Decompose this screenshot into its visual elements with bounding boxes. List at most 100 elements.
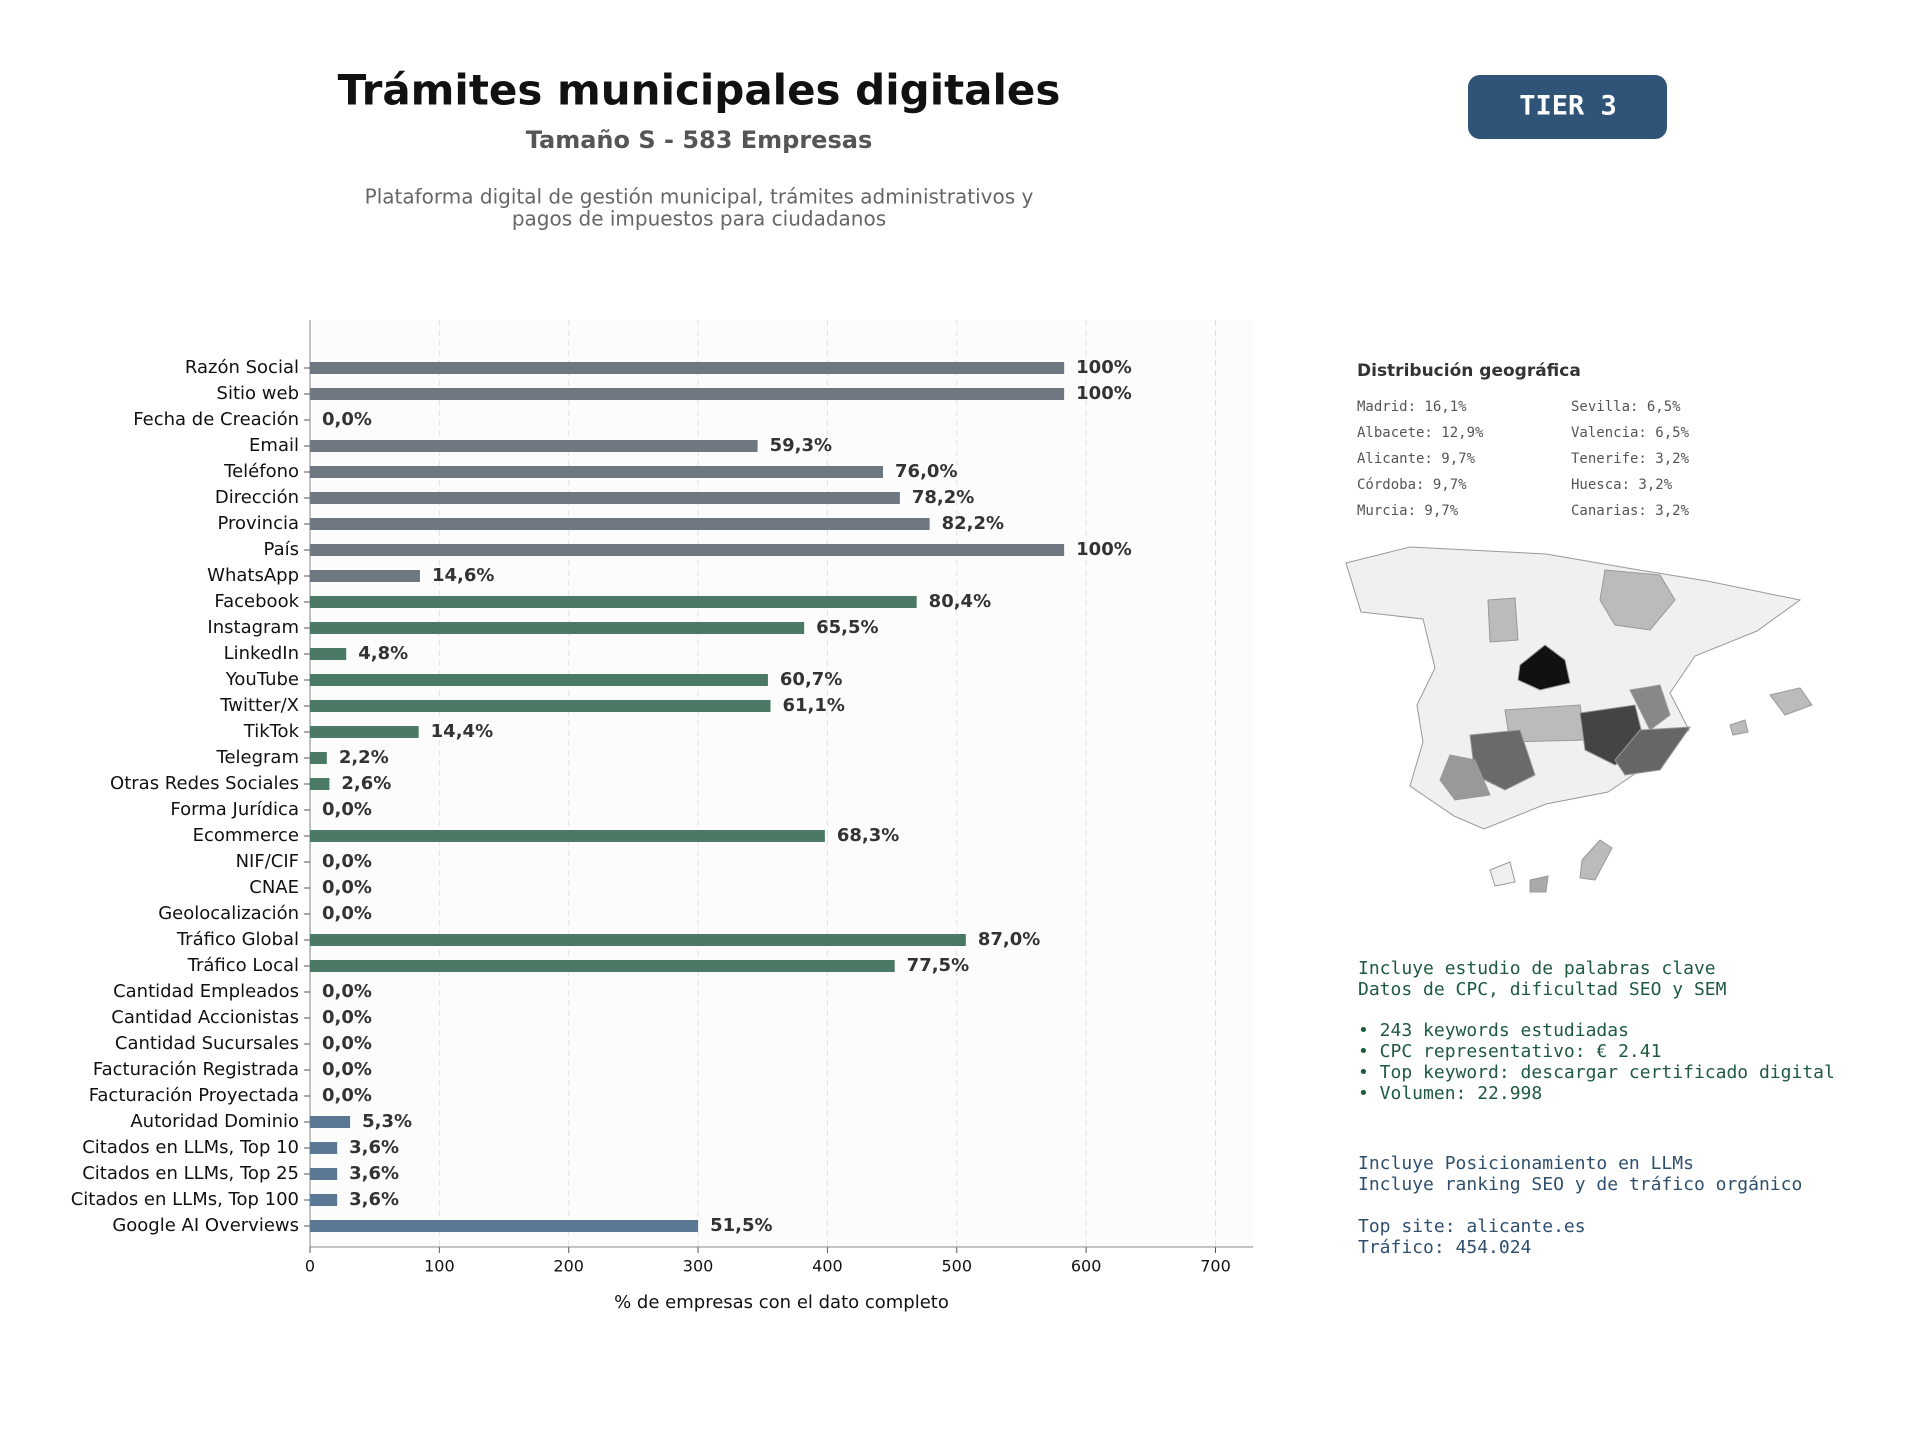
bar — [310, 830, 825, 842]
value-label: 14,6% — [432, 565, 494, 586]
y-tick-label: Sitio web — [217, 383, 299, 404]
bar — [310, 726, 419, 738]
y-tick-label: YouTube — [225, 669, 299, 690]
x-tick-label: 700 — [1200, 1257, 1231, 1276]
info-line: • 243 keywords estudiadas — [1358, 1020, 1629, 1041]
y-tick-label: Citados en LLMs, Top 100 — [71, 1189, 299, 1210]
info-line: Top site: alicante.es — [1358, 1216, 1586, 1237]
bar — [310, 544, 1065, 556]
geo-title: Distribución geográfica — [1357, 361, 1581, 381]
y-tick-label: Geolocalización — [158, 903, 299, 924]
region — [1614, 726, 1692, 776]
bar — [310, 752, 327, 764]
info-line: • Volumen: 22.998 — [1358, 1083, 1542, 1104]
island — [1579, 839, 1613, 881]
island — [1489, 861, 1516, 887]
title: Trámites municipales digitales — [338, 66, 1061, 115]
x-tick-label: 400 — [812, 1257, 843, 1276]
bar — [310, 440, 758, 452]
y-tick-label: Facturación Proyectada — [89, 1085, 299, 1106]
bar — [310, 570, 420, 582]
description: pagos de impuestos para ciudadanos — [512, 207, 886, 231]
value-label: 0,0% — [322, 1085, 372, 1106]
geo-item: Canarias: 3,2% — [1571, 503, 1690, 519]
info-line: • Top keyword: descargar certificado dig… — [1358, 1062, 1835, 1083]
bar — [310, 1168, 338, 1180]
bar — [310, 960, 895, 972]
info-line: Incluye Posicionamiento en LLMs — [1358, 1153, 1694, 1174]
y-tick-label: Tráfico Local — [187, 955, 299, 976]
y-tick-label: Twitter/X — [219, 695, 299, 716]
plot-bg — [310, 320, 1253, 1247]
y-tick-label: Autoridad Dominio — [130, 1111, 299, 1132]
x-tick-label: 0 — [305, 1257, 315, 1276]
y-tick-label: Instagram — [207, 617, 299, 638]
y-tick-label: Tráfico Global — [176, 929, 299, 950]
info-line: Incluye estudio de palabras clave — [1358, 958, 1716, 979]
bar — [310, 466, 884, 478]
value-label: 80,4% — [929, 591, 991, 612]
value-label: 0,0% — [322, 877, 372, 898]
y-tick-label: Dirección — [215, 487, 299, 508]
y-tick-label: Cantidad Sucursales — [115, 1033, 299, 1054]
x-tick-label: 300 — [683, 1257, 714, 1276]
value-label: 14,4% — [431, 721, 493, 742]
value-label: 0,0% — [322, 1033, 372, 1054]
y-tick-label: Citados en LLMs, Top 10 — [82, 1137, 299, 1158]
island — [1729, 719, 1749, 736]
bar — [310, 648, 347, 660]
bar — [310, 596, 917, 608]
bar — [310, 492, 900, 504]
value-label: 4,8% — [358, 643, 408, 664]
value-label: 0,0% — [322, 981, 372, 1002]
value-label: 3,6% — [349, 1163, 399, 1184]
y-tick-label: Email — [249, 435, 299, 456]
region — [1487, 597, 1519, 643]
value-label: 2,2% — [339, 747, 389, 768]
region — [1629, 684, 1671, 731]
region — [1439, 754, 1491, 801]
value-label: 78,2% — [912, 487, 974, 508]
island — [1529, 875, 1549, 893]
value-label: 3,6% — [349, 1189, 399, 1210]
y-tick-label: Razón Social — [185, 357, 299, 378]
value-label: 68,3% — [837, 825, 899, 846]
y-tick-label: LinkedIn — [224, 643, 299, 664]
x-tick-label: 500 — [942, 1257, 973, 1276]
region — [1599, 569, 1676, 631]
geo-item: Alicante: 9,7% — [1357, 451, 1476, 467]
map — [1345, 546, 1813, 893]
x-tick-label: 600 — [1071, 1257, 1102, 1276]
value-label: 100% — [1076, 357, 1132, 378]
value-label: 77,5% — [907, 955, 969, 976]
bar — [310, 674, 768, 686]
badge: TIER 3 — [1519, 91, 1617, 122]
y-tick-label: NIF/CIF — [236, 851, 299, 872]
bar — [310, 1194, 338, 1206]
info-line: • CPC representativo: € 2.41 — [1358, 1041, 1661, 1062]
geo-item: Madrid: 16,1% — [1357, 399, 1467, 415]
value-label: 0,0% — [322, 799, 372, 820]
value-label: 0,0% — [322, 409, 372, 430]
y-tick-label: Facebook — [214, 591, 299, 612]
value-label: 0,0% — [322, 1007, 372, 1028]
value-label: 0,0% — [322, 1059, 372, 1080]
y-tick-label: País — [264, 539, 299, 560]
geo-item: Córdoba: 9,7% — [1357, 477, 1467, 493]
y-tick-label: Telegram — [216, 747, 299, 768]
value-label: 2,6% — [341, 773, 391, 794]
value-label: 0,0% — [322, 903, 372, 924]
y-tick-label: Teléfono — [223, 461, 299, 482]
y-tick-label: Fecha de Creación — [133, 409, 299, 430]
bar — [310, 778, 330, 790]
value-label: 51,5% — [710, 1215, 772, 1236]
bar — [310, 622, 805, 634]
y-tick-label: Forma Jurídica — [170, 799, 299, 820]
y-tick-label: TikTok — [243, 721, 300, 742]
info-line: Datos de CPC, dificultad SEO y SEM — [1358, 979, 1727, 1000]
value-label: 0,0% — [322, 851, 372, 872]
value-label: 60,7% — [780, 669, 842, 690]
description: Plataforma digital de gestión municipal,… — [365, 185, 1034, 209]
bar — [310, 934, 966, 946]
info-line: Incluye ranking SEO y de tráfico orgánic… — [1358, 1174, 1802, 1195]
